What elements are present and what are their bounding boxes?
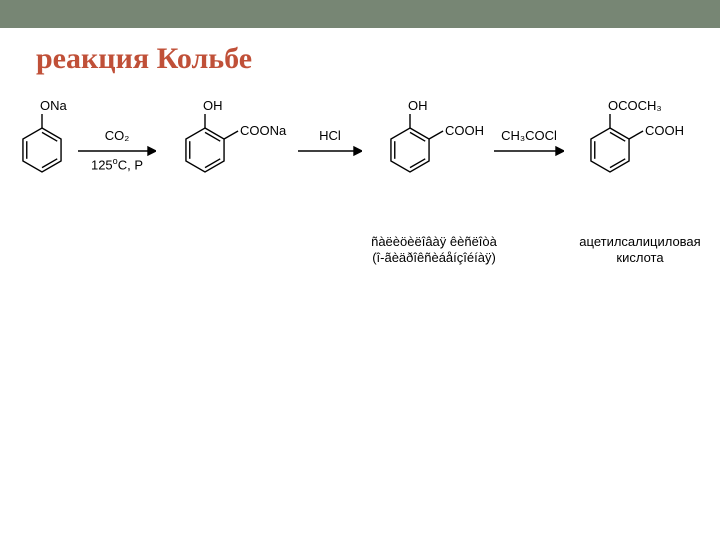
arrow-icon	[298, 145, 362, 157]
header-bar	[0, 0, 720, 28]
reaction-scheme: ONa OH COONa OH COOH OCOCH₃ COOH CO₂ 125oC,…	[0, 76, 720, 496]
molecule-caption-c3: ñàëèöèëîâàÿ êèñëîòà(î-ãèäðîêñèáåíçîéíàÿ)	[344, 234, 524, 267]
reaction-arrow-a3: CH₃COCl	[494, 144, 564, 162]
svg-text:OH: OH	[203, 98, 223, 113]
arrow-over-label: HCl	[298, 128, 362, 143]
arrow-over-label: CH₃COCl	[494, 128, 564, 143]
reaction-arrow-a1: CO₂ 125oC, P	[78, 144, 156, 162]
reaction-arrow-a2: HCl	[298, 144, 362, 162]
svg-text:ONa: ONa	[40, 98, 68, 113]
svg-text:COOH: COOH	[645, 123, 684, 138]
svg-text:OH: OH	[408, 98, 428, 113]
arrow-under-label: 125oC, P	[78, 156, 156, 172]
molecule-m4: OCOCH₃ COOH	[570, 96, 720, 221]
svg-text:COONa: COONa	[240, 123, 287, 138]
benzene-icon: OH COONa	[165, 96, 315, 216]
arrow-icon	[494, 145, 564, 157]
benzene-icon: OCOCH₃ COOH	[570, 96, 720, 216]
svg-text:OCOCH₃: OCOCH₃	[608, 98, 662, 113]
arrow-over-label: CO₂	[78, 128, 156, 143]
svg-text:COOH: COOH	[445, 123, 484, 138]
molecule-caption-c4: ацетилсалициловаякислота	[560, 234, 720, 267]
molecule-m2: OH COONa	[165, 96, 315, 221]
page-title: реакция Кольбе	[0, 28, 720, 76]
